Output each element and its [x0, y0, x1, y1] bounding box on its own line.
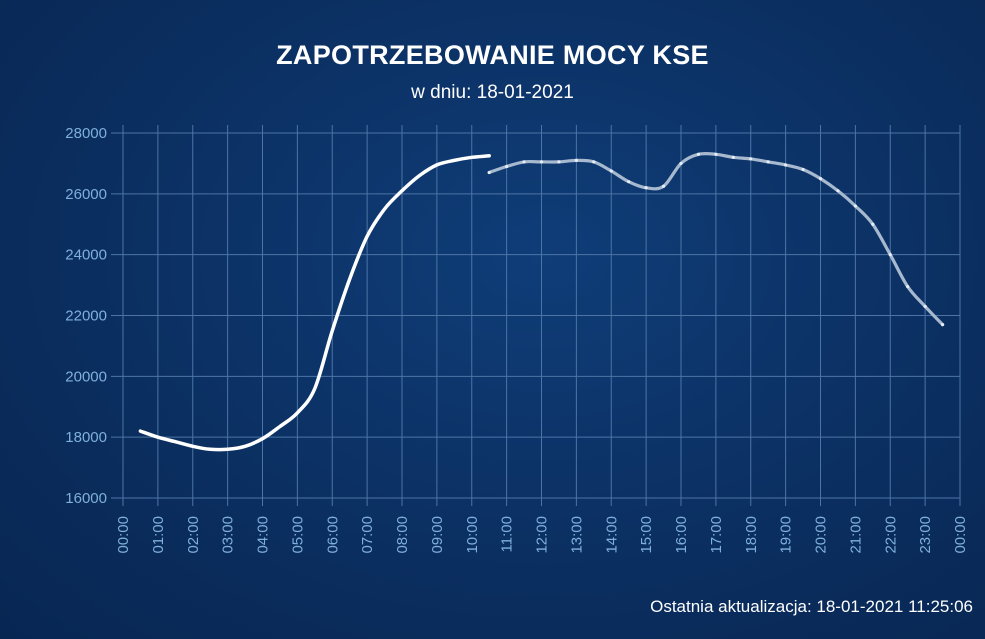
x-tick-label: 15:00 — [638, 516, 655, 554]
data-point — [453, 159, 456, 162]
x-tick-label: 00:00 — [115, 516, 132, 554]
data-point — [487, 154, 491, 158]
data-point — [174, 440, 177, 443]
data-point — [418, 174, 421, 177]
data-point — [784, 163, 788, 167]
y-tick-label: 26000 — [65, 186, 107, 203]
x-axis-labels: 00:00 01:00 02:00 03:00 04:00 05:00 06:00 07:00… — [115, 516, 969, 554]
x-tick-label: 20:00 — [813, 516, 830, 554]
data-point — [505, 164, 509, 169]
data-point — [818, 177, 823, 181]
data-point — [400, 189, 404, 192]
x-tick-label: 19:00 — [778, 516, 795, 554]
x-tick-label: 06:00 — [324, 516, 341, 554]
y-tick-label: 18000 — [65, 429, 107, 446]
x-tick-label: 10:00 — [464, 516, 481, 554]
x-tick-label: 18:00 — [743, 516, 760, 554]
chart-subtitle: w dniu: 18-01-2021 — [411, 82, 574, 103]
data-point — [679, 161, 683, 166]
data-point — [871, 222, 875, 226]
chart-title: ZAPOTRZEBOWANIE MOCY KSE — [276, 40, 709, 70]
data-point — [539, 160, 544, 164]
x-tick-label: 03:00 — [220, 516, 237, 554]
x-tick-label: 11:00 — [499, 516, 516, 552]
x-tick-label: 08:00 — [394, 516, 411, 554]
data-point — [470, 156, 473, 159]
data-point — [940, 323, 945, 327]
x-tick-label: 14:00 — [603, 516, 620, 554]
x-tick-label: 16:00 — [673, 516, 690, 554]
y-tick-label: 28000 — [65, 125, 107, 142]
x-tick-label: 13:00 — [568, 516, 585, 554]
x-tick-label: 04:00 — [255, 516, 272, 554]
data-point — [348, 277, 351, 281]
data-point — [278, 425, 282, 428]
x-tick-label: 01:00 — [150, 516, 167, 554]
data-point — [522, 160, 526, 164]
data-point — [383, 207, 386, 211]
data-point — [627, 180, 631, 184]
x-tick-label: 02:00 — [185, 516, 202, 554]
x-tick-label: 09:00 — [429, 516, 446, 554]
data-point — [714, 152, 718, 156]
data-point — [313, 387, 317, 390]
data-point — [661, 184, 666, 188]
data-point — [226, 448, 229, 451]
grid — [111, 125, 961, 506]
data-point — [923, 304, 927, 308]
data-point — [365, 235, 369, 238]
x-tick-label: 23:00 — [917, 516, 934, 554]
data-point — [731, 155, 735, 159]
data-point — [435, 163, 439, 167]
y-tick-label: 24000 — [65, 247, 107, 264]
data-point — [766, 160, 770, 164]
y-axis-labels: 16000 18000 20000 22000 24000 26000 28000 — [65, 125, 107, 507]
data-point — [261, 437, 264, 440]
x-tick-label: 07:00 — [359, 516, 376, 554]
y-tick-label: 16000 — [65, 490, 107, 507]
x-tick-label: 21:00 — [847, 516, 864, 554]
data-point — [208, 448, 212, 451]
data-point — [853, 204, 857, 208]
y-tick-label: 22000 — [65, 308, 107, 325]
data-point — [574, 158, 578, 162]
series-lines — [138, 151, 945, 452]
data-point — [644, 186, 648, 190]
y-tick-label: 20000 — [65, 368, 107, 385]
data-point — [592, 160, 596, 164]
data-point — [331, 329, 334, 332]
data-point — [139, 429, 142, 433]
last-update-text: Ostatnia aktualizacja: 18-01-2021 11:25:… — [650, 597, 973, 616]
data-point — [906, 285, 910, 289]
data-point — [191, 445, 194, 448]
data-point — [888, 253, 892, 257]
data-point — [836, 189, 840, 193]
x-tick-label: 05:00 — [289, 516, 306, 554]
data-point — [557, 160, 561, 164]
data-point — [749, 157, 753, 161]
data-point — [296, 411, 299, 415]
data-point — [609, 169, 613, 173]
x-tick-label: 17:00 — [708, 516, 725, 554]
x-tick-label: 00:00 — [952, 516, 969, 554]
data-point — [696, 152, 701, 156]
data-point — [156, 435, 160, 439]
data-point — [243, 445, 247, 448]
x-tick-label: 12:00 — [534, 516, 551, 554]
x-tick-label: 22:00 — [882, 516, 899, 554]
data-point — [487, 170, 491, 175]
data-point — [801, 167, 805, 172]
